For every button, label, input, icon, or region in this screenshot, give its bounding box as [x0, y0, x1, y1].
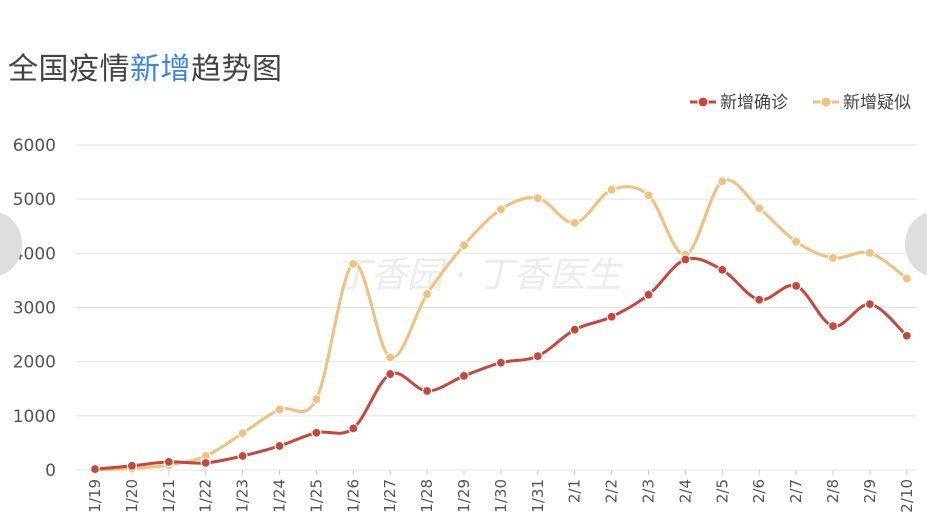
data-point-0 — [790, 280, 802, 291]
x-tick-label: 2/4 — [676, 479, 694, 503]
data-point-1 — [495, 204, 506, 215]
data-point-0 — [274, 440, 285, 452]
data-point-0 — [200, 457, 211, 469]
data-point-1 — [754, 203, 765, 214]
x-tick-label: 1/24 — [271, 479, 289, 513]
data-point-1 — [901, 273, 912, 284]
legend-marker — [697, 96, 709, 108]
data-point-0 — [864, 299, 876, 310]
x-tick-label: 2/3 — [640, 479, 658, 503]
title-highlight: 新增 — [130, 52, 191, 87]
data-point-0 — [89, 463, 101, 475]
y-tick-label: 6000 — [13, 136, 56, 156]
data-point-1 — [422, 288, 433, 300]
data-point-1 — [643, 190, 654, 201]
data-point-0 — [643, 289, 654, 300]
legend-marker — [820, 96, 832, 108]
x-tick-label: 1/26 — [344, 479, 362, 513]
data-point-0 — [717, 264, 728, 276]
x-tick-label: 2/5 — [713, 479, 731, 503]
data-point-0 — [754, 294, 765, 305]
x-tick-label: 1/30 — [492, 479, 510, 513]
carousel-next-button[interactable] — [905, 212, 927, 276]
legend-label: 新增确诊 — [720, 93, 788, 113]
legend-label: 新增疑似 — [843, 93, 911, 113]
data-point-1 — [458, 240, 470, 251]
data-point-1 — [274, 404, 285, 415]
data-point-0 — [458, 370, 470, 382]
data-point-0 — [126, 460, 137, 471]
title-suffix: 趋势图 — [191, 52, 283, 87]
x-tick-label: 1/28 — [418, 479, 436, 513]
y-tick-label: 4000 — [13, 244, 56, 264]
data-point-1 — [237, 428, 248, 439]
data-point-1 — [532, 193, 543, 204]
series-line-1 — [94, 178, 908, 472]
data-point-0 — [311, 427, 322, 438]
carousel-prev-button[interactable] — [0, 212, 22, 276]
data-point-0 — [385, 368, 396, 380]
data-point-0 — [606, 311, 617, 322]
x-tick-label: 2/2 — [603, 479, 621, 503]
x-tick-label: 1/31 — [529, 479, 547, 513]
data-point-0 — [163, 456, 174, 468]
y-tick-label: 2000 — [13, 353, 56, 373]
data-point-1 — [348, 258, 359, 269]
x-tick-label: 2/7 — [787, 479, 805, 503]
data-point-1 — [864, 247, 876, 258]
data-point-1 — [569, 217, 580, 228]
x-tick-label: 2/1 — [566, 479, 584, 503]
data-point-0 — [680, 254, 691, 265]
x-tick-label: 2/6 — [750, 479, 768, 503]
data-point-1 — [827, 252, 839, 263]
title-prefix: 全国疫情 — [8, 52, 130, 87]
data-point-0 — [827, 321, 839, 332]
data-point-0 — [495, 357, 506, 368]
y-tick-label: 3000 — [13, 299, 56, 319]
data-point-1 — [790, 236, 802, 247]
x-tick-label: 1/21 — [160, 479, 178, 513]
y-tick-label: 0 — [45, 461, 56, 481]
x-tick-label: 1/22 — [197, 479, 215, 513]
page-title: 全国疫情新增趋势图 — [8, 44, 283, 88]
data-point-0 — [532, 351, 543, 362]
data-point-1 — [311, 393, 322, 405]
x-tick-label: 1/19 — [86, 479, 104, 513]
x-tick-label: 2/9 — [861, 479, 879, 503]
y-tick-label: 1000 — [13, 407, 56, 427]
data-point-0 — [569, 324, 580, 335]
data-point-1 — [606, 184, 617, 195]
data-point-0 — [237, 450, 248, 462]
data-point-0 — [422, 385, 433, 397]
y-tick-label: 5000 — [13, 190, 56, 210]
x-tick-label: 1/25 — [307, 479, 325, 513]
x-tick-label: 1/20 — [123, 479, 141, 513]
watermark-text: 丁香园 · 丁香医生 — [335, 255, 624, 296]
x-tick-label: 2/10 — [898, 479, 916, 513]
x-tick-label: 1/27 — [381, 479, 399, 513]
x-tick-label: 2/8 — [824, 479, 842, 503]
x-tick-label: 1/23 — [234, 479, 252, 513]
data-point-1 — [717, 176, 728, 187]
x-tick-label: 1/29 — [455, 479, 473, 513]
data-point-0 — [348, 423, 359, 434]
data-point-1 — [385, 352, 396, 363]
data-point-0 — [901, 330, 912, 341]
